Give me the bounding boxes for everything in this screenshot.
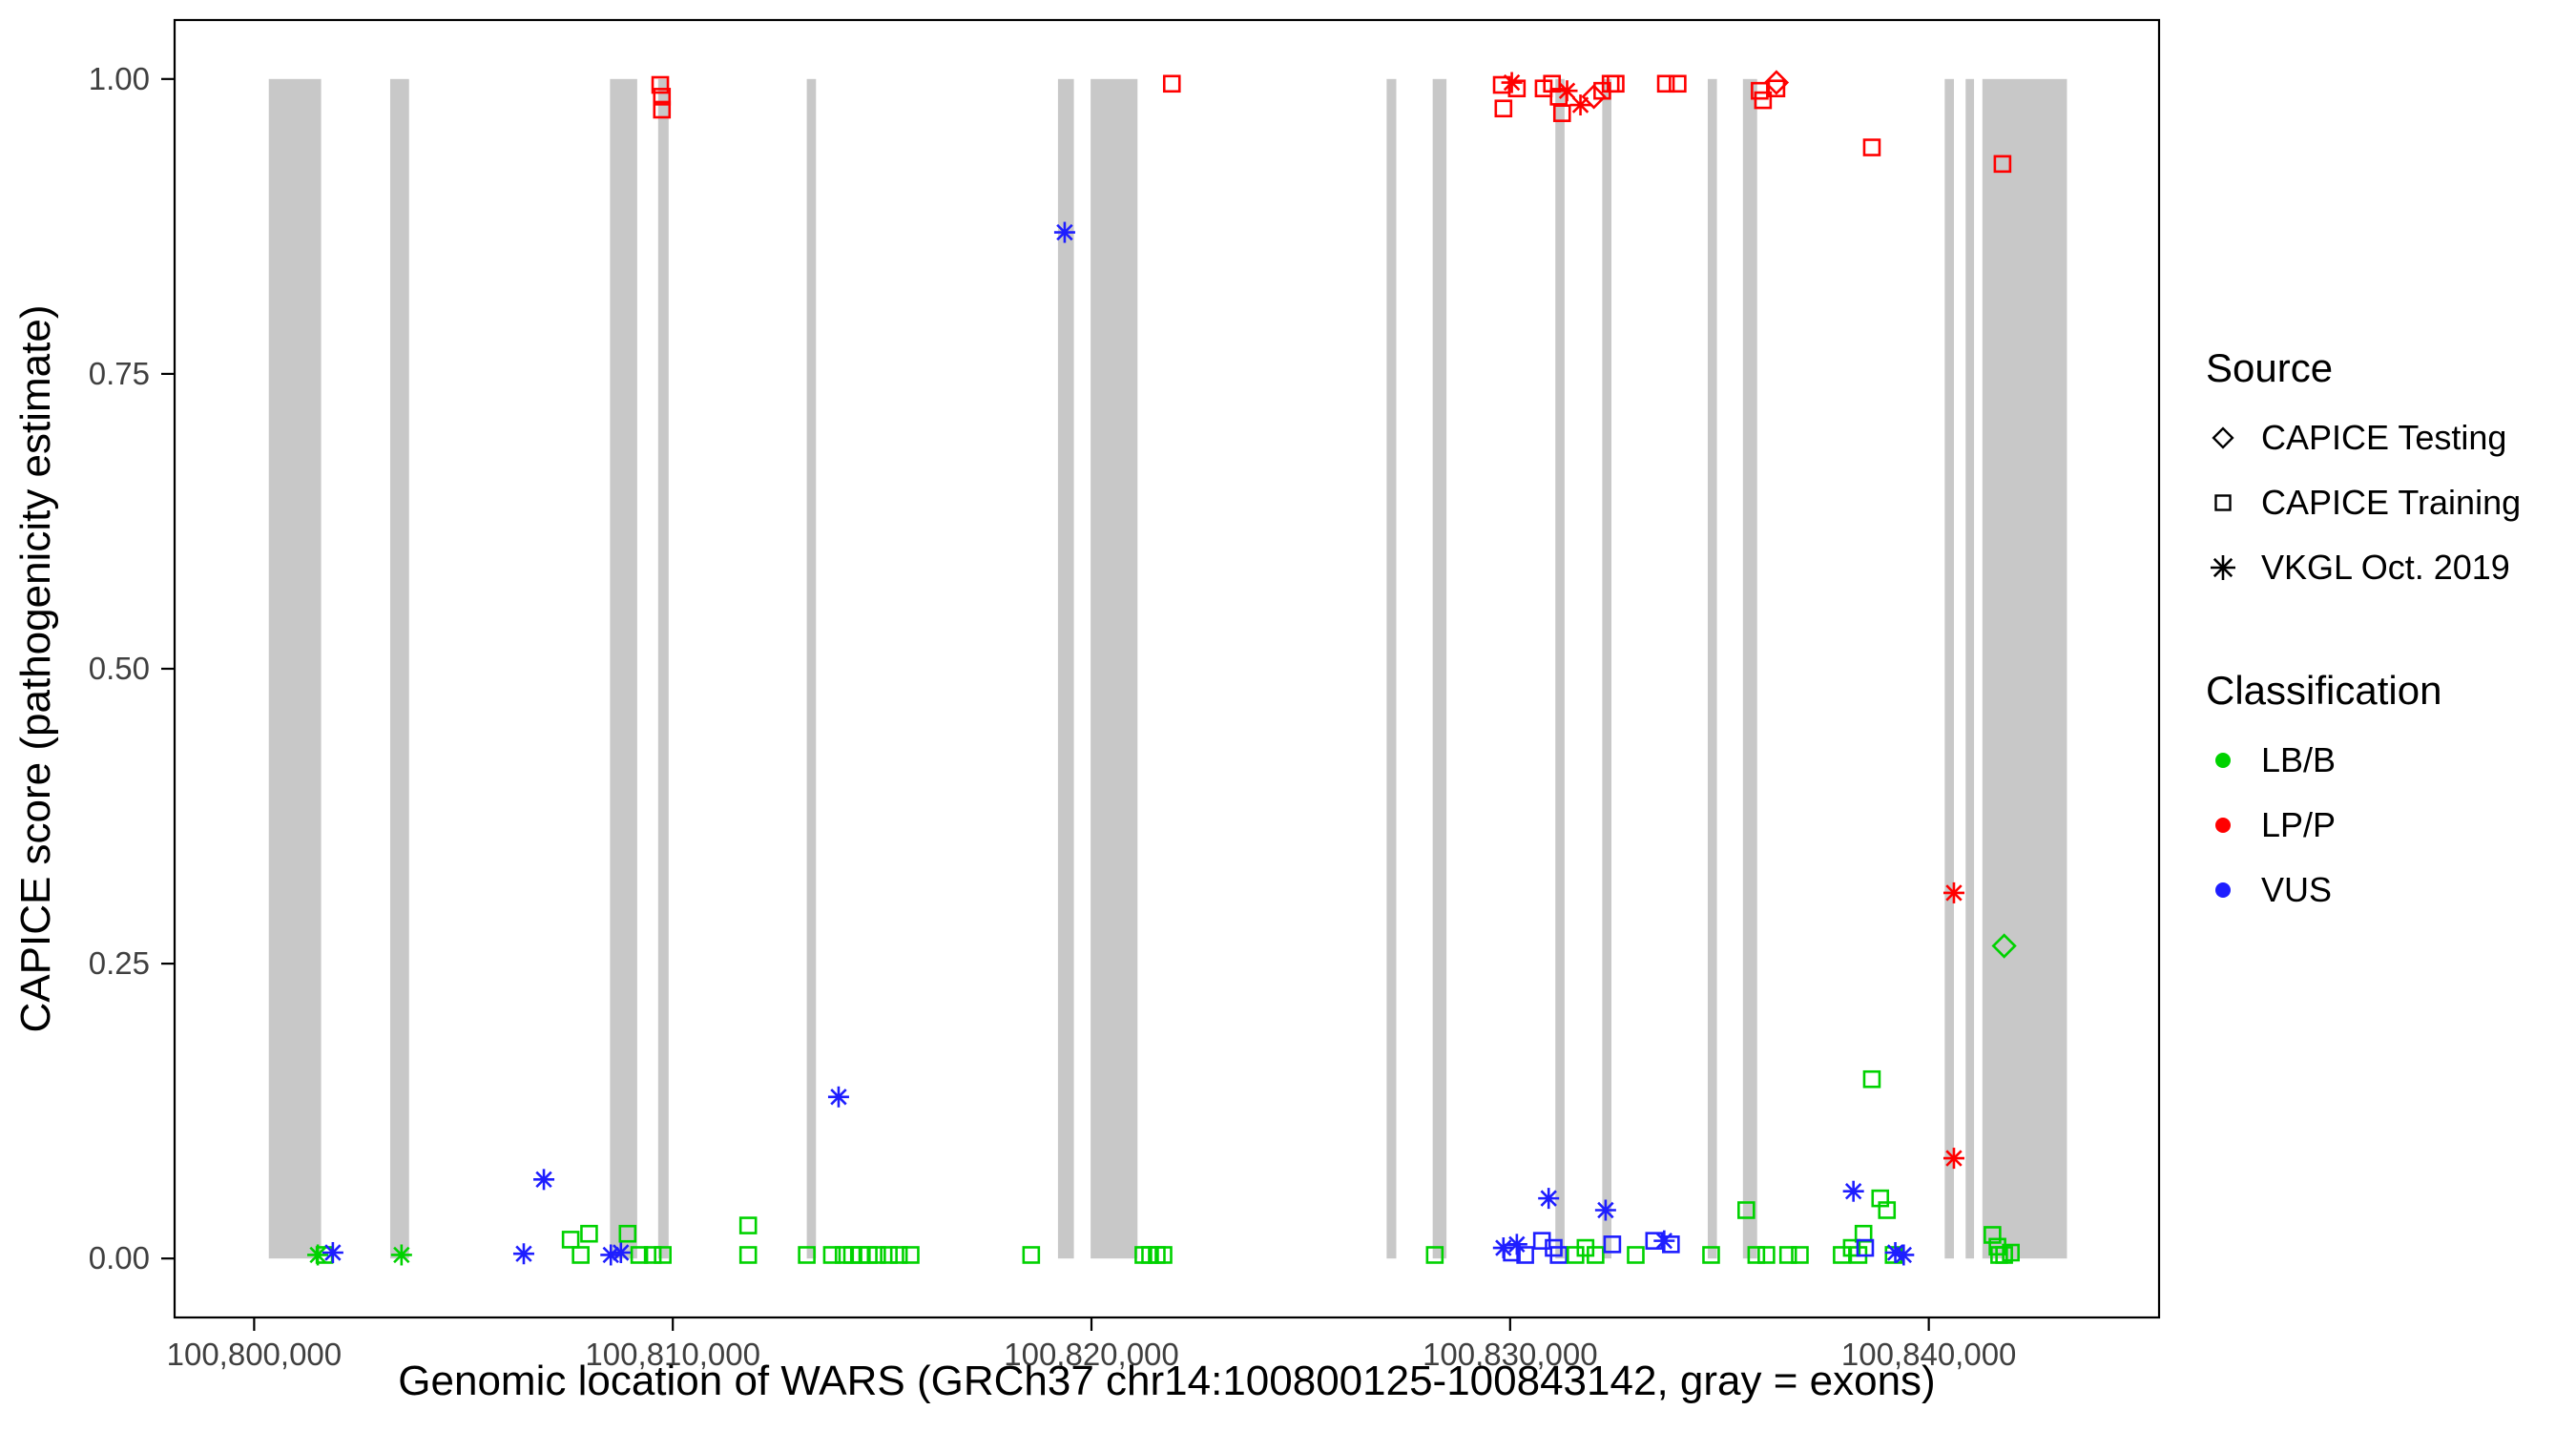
x-axis-title: Genomic location of WARS (GRCh37 chr14:1… (398, 1358, 1935, 1404)
svg-text:0.25: 0.25 (89, 945, 150, 981)
legend-item-vkgl: VKGL Oct. 2019 (2206, 548, 2521, 588)
legend-item-label: LP/P (2261, 805, 2337, 844)
legend-item-lpp: LP/P (2206, 805, 2521, 845)
legend-item-label: CAPICE Training (2261, 483, 2522, 522)
legend: Source CAPICE Testing CAPICE Training (2206, 345, 2521, 935)
exon-bars (268, 78, 2067, 1259)
asterisk-icon (2211, 555, 2235, 580)
y-axis: 0.00 0.25 0.50 0.75 1.00 (89, 61, 175, 1275)
square-icon (2214, 494, 2232, 511)
legend-classification-title: Classification (2206, 668, 2442, 713)
data-points (307, 70, 2020, 1266)
svg-text:100,820,000: 100,820,000 (1004, 1337, 1179, 1372)
svg-text:0.50: 0.50 (89, 651, 150, 686)
svg-text:100,830,000: 100,830,000 (1423, 1337, 1598, 1372)
y-axis-title: CAPICE score (pathogenicity estimate) (12, 305, 59, 1033)
legend-item-label: VKGL Oct. 2019 (2261, 548, 2510, 587)
legend-item-capice-testing: CAPICE Testing (2206, 418, 2521, 458)
x-axis: 100,800,000 100,810,000 100,820,000 100,830… (167, 1317, 2017, 1372)
svg-text:100,840,000: 100,840,000 (1841, 1337, 2017, 1372)
legend-item-label: CAPICE Testing (2261, 418, 2507, 457)
legend-group-source: Source CAPICE Testing CAPICE Training (2206, 345, 2521, 588)
svg-text:0.75: 0.75 (89, 356, 150, 391)
legend-item-vus: VUS (2206, 870, 2521, 910)
legend-source-title: Source (2206, 345, 2334, 390)
blue-dot-icon (2215, 882, 2231, 898)
diamond-icon (2212, 426, 2234, 449)
svg-text:0.00: 0.00 (89, 1240, 150, 1275)
red-dot-icon (2215, 818, 2231, 833)
plot-panel-border (173, 18, 2161, 1319)
legend-item-label: VUS (2261, 870, 2333, 909)
svg-text:1.00: 1.00 (89, 61, 150, 96)
svg-text:100,800,000: 100,800,000 (167, 1337, 343, 1372)
legend-item-label: LB/B (2261, 740, 2337, 779)
svg-text:100,810,000: 100,810,000 (585, 1337, 760, 1372)
legend-group-classification: Classification LB/B LP/P VUS (2206, 668, 2521, 910)
green-dot-icon (2215, 753, 2231, 768)
legend-item-capice-training: CAPICE Training (2206, 483, 2521, 523)
legend-item-lbb: LB/B (2206, 740, 2521, 780)
